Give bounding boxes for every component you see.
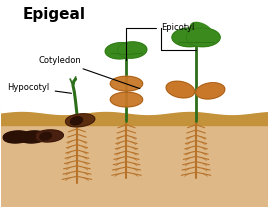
Ellipse shape [24,133,36,141]
Bar [1,106,268,125]
Polygon shape [172,28,206,47]
Text: Hypocotyl: Hypocotyl [7,83,72,93]
Ellipse shape [8,133,19,141]
Ellipse shape [40,132,52,140]
Polygon shape [186,28,220,47]
Polygon shape [19,131,47,143]
Polygon shape [35,130,63,142]
Polygon shape [190,22,212,45]
Text: Cotyledon: Cotyledon [38,56,140,89]
Bar [1,112,268,207]
Text: Epicotyl: Epicotyl [126,23,195,60]
Polygon shape [110,76,143,91]
Polygon shape [196,83,225,99]
Polygon shape [166,81,195,98]
Text: Epigeal: Epigeal [23,7,86,22]
Polygon shape [3,131,31,143]
Ellipse shape [70,117,83,125]
Polygon shape [110,92,143,107]
Polygon shape [66,114,95,127]
Polygon shape [118,42,147,58]
Polygon shape [105,43,134,59]
